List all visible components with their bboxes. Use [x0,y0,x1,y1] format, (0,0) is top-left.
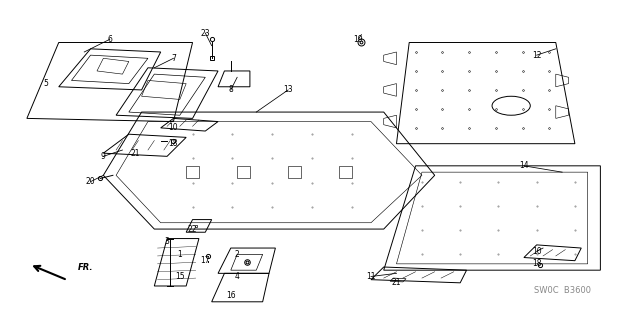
Text: 1: 1 [177,250,182,259]
Text: 18: 18 [169,139,178,148]
Text: 12: 12 [532,51,541,60]
Text: 19: 19 [353,35,363,44]
Text: 20: 20 [86,177,95,186]
Text: 4: 4 [235,272,239,281]
Text: 21: 21 [392,278,401,287]
Text: 11: 11 [366,272,376,281]
Text: SW0C  B3600: SW0C B3600 [534,286,591,295]
Text: 10: 10 [532,247,541,256]
Text: 2: 2 [235,250,239,259]
Text: 23: 23 [200,28,210,38]
Text: 10: 10 [168,123,179,132]
Text: 13: 13 [284,85,293,94]
Text: 15: 15 [175,272,184,281]
Text: 14: 14 [519,161,529,170]
Text: 6: 6 [108,35,112,44]
Text: 17: 17 [200,256,210,265]
Text: 5: 5 [44,79,49,88]
Text: 3: 3 [164,237,170,246]
Text: FR.: FR. [78,263,93,272]
Text: 22: 22 [188,225,197,234]
Text: 21: 21 [131,149,140,158]
Text: 8: 8 [228,85,233,94]
Text: 9: 9 [101,152,106,161]
Text: 18: 18 [532,259,541,268]
Text: 7: 7 [171,54,176,63]
Text: 16: 16 [226,291,236,300]
